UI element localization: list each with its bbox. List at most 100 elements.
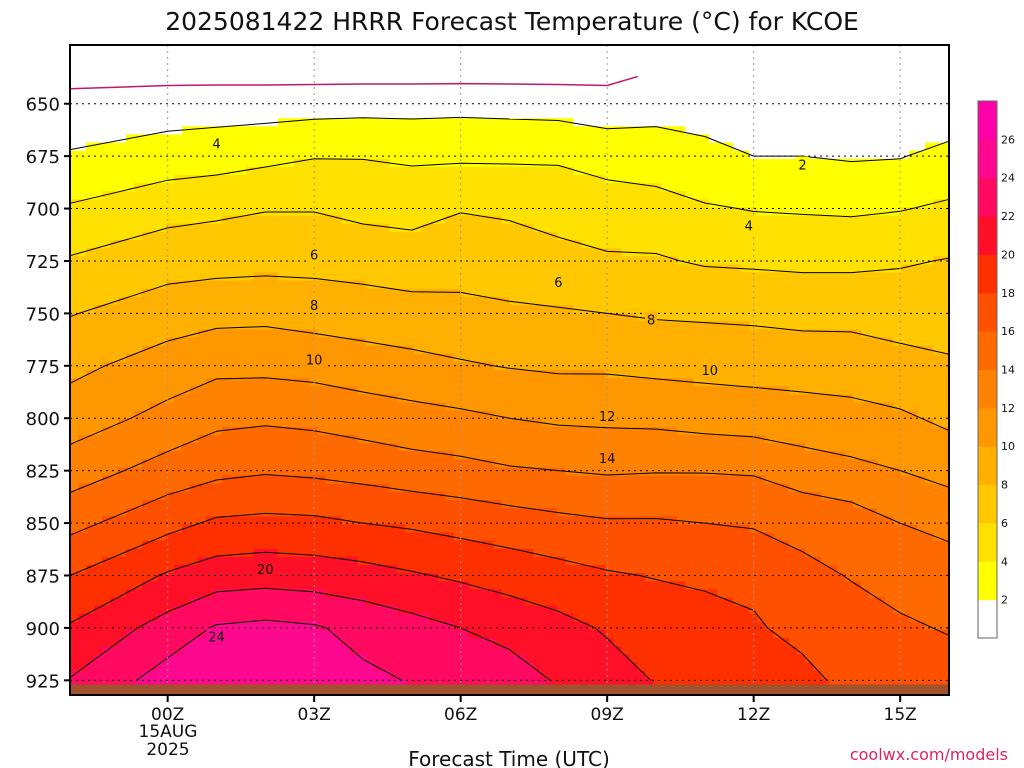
field-cell xyxy=(85,451,95,460)
field-cell xyxy=(205,329,215,339)
field-cell xyxy=(541,69,551,79)
field-cell xyxy=(365,491,375,501)
field-cell xyxy=(509,288,519,298)
field-cell xyxy=(437,500,447,509)
field-cell xyxy=(525,670,535,680)
field-cell xyxy=(365,524,375,534)
field-cell xyxy=(461,556,471,566)
field-cell xyxy=(445,418,455,428)
field-cell xyxy=(373,605,383,615)
field-cell xyxy=(413,240,423,249)
field-cell xyxy=(197,45,207,54)
field-cell xyxy=(77,240,87,249)
field-cell xyxy=(333,158,343,168)
field-cell xyxy=(557,451,567,460)
field-cell xyxy=(421,199,431,209)
field-cell xyxy=(325,491,335,501)
field-cell xyxy=(461,418,471,428)
field-cell xyxy=(285,418,295,428)
field-cell xyxy=(253,467,263,477)
field-cell xyxy=(421,548,431,558)
field-cell xyxy=(237,61,247,70)
field-cell xyxy=(365,45,375,54)
field-cell xyxy=(381,288,391,298)
field-cell xyxy=(133,264,143,274)
field-cell xyxy=(285,678,295,688)
field-cell xyxy=(565,272,575,282)
field-cell xyxy=(485,646,495,655)
field-cell xyxy=(70,142,79,152)
field-cell xyxy=(93,630,103,639)
field-cell xyxy=(93,166,103,176)
field-cell xyxy=(509,361,519,371)
field-cell xyxy=(373,491,383,501)
field-cell xyxy=(253,491,263,501)
field-cell xyxy=(245,516,255,525)
field-cell xyxy=(101,467,111,477)
field-cell xyxy=(173,573,183,582)
field-cell xyxy=(533,231,543,241)
field-cell xyxy=(509,467,519,477)
field-cell xyxy=(165,597,175,607)
field-cell xyxy=(381,231,391,241)
field-cell xyxy=(173,183,183,192)
field-cell xyxy=(405,573,415,582)
field-cell xyxy=(525,361,535,371)
field-cell xyxy=(253,321,263,330)
field-cell xyxy=(109,101,119,111)
field-cell xyxy=(149,126,159,135)
field-cell xyxy=(221,142,231,152)
field-cell xyxy=(309,199,319,209)
field-cell xyxy=(453,532,463,542)
field-cell xyxy=(237,467,247,477)
field-cell xyxy=(285,638,295,647)
field-cell xyxy=(269,646,279,655)
field-cell xyxy=(213,491,223,501)
field-cell xyxy=(285,565,295,574)
field-cell xyxy=(517,118,527,127)
field-cell xyxy=(477,556,487,566)
field-cell xyxy=(181,142,191,152)
field-cell xyxy=(189,207,199,217)
field-cell xyxy=(325,605,335,615)
field-cell xyxy=(397,85,407,95)
field-cell xyxy=(189,361,199,371)
field-cell xyxy=(461,678,471,688)
field-cell xyxy=(165,646,175,655)
field-cell xyxy=(349,565,359,574)
field-cell xyxy=(309,337,319,347)
field-cell xyxy=(237,361,247,371)
field-cell xyxy=(357,101,367,111)
field-cell xyxy=(517,313,527,322)
field-cell xyxy=(125,451,135,460)
field-cell xyxy=(325,370,335,379)
field-cell xyxy=(157,248,167,257)
field-cell xyxy=(237,288,247,298)
field-cell xyxy=(349,199,359,209)
field-cell xyxy=(325,280,335,290)
field-cell xyxy=(469,646,479,655)
field-cell xyxy=(237,223,247,233)
field-cell xyxy=(405,272,415,282)
field-cell xyxy=(245,638,255,647)
field-cell xyxy=(341,370,351,379)
field-cell xyxy=(541,264,551,274)
field-cell xyxy=(349,118,359,127)
field-cell xyxy=(221,410,231,420)
field-cell xyxy=(181,654,191,664)
field-cell xyxy=(477,175,487,184)
field-cell xyxy=(445,134,455,144)
field-cell xyxy=(517,345,527,355)
field-cell xyxy=(445,410,455,420)
field-cell xyxy=(381,402,391,412)
field-cell xyxy=(277,166,287,176)
field-cell xyxy=(437,101,447,111)
field-cell xyxy=(557,166,567,176)
field-cell xyxy=(277,670,287,680)
field-cell xyxy=(477,280,487,290)
field-cell xyxy=(93,435,103,444)
field-cell xyxy=(277,215,287,225)
field-cell xyxy=(221,613,231,623)
field-cell xyxy=(317,386,327,395)
field-cell xyxy=(445,613,455,623)
